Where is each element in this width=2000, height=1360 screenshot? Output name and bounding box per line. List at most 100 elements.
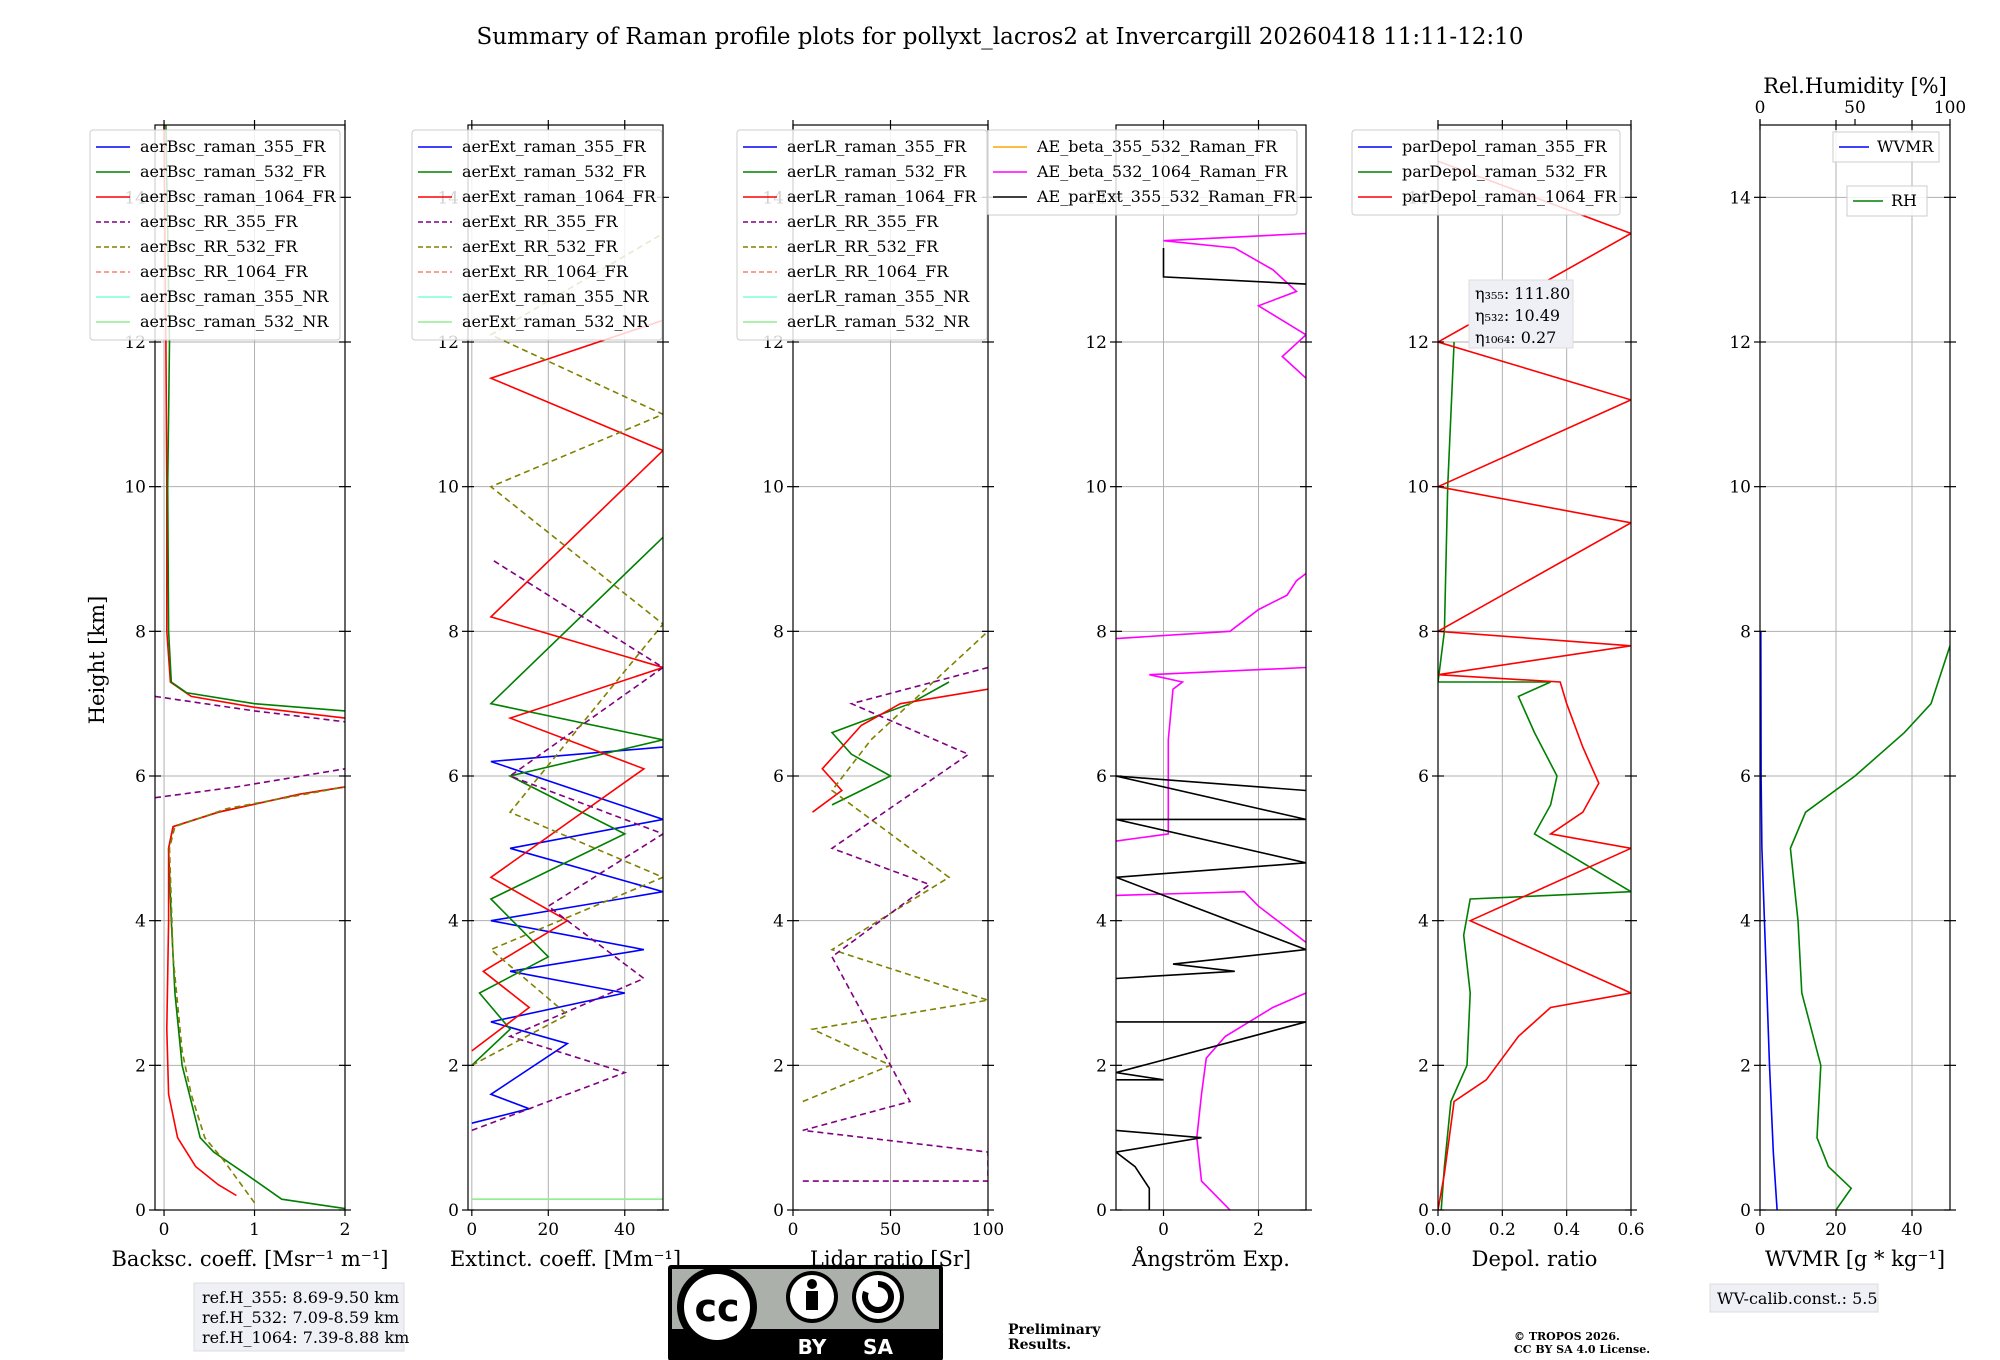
series-parDepol_raman_1064_FR [1438,160,1631,1210]
y-tick-label: 8 [448,622,459,642]
y-tick-label: 0 [135,1201,146,1221]
legend-label: aerBsc_raman_355_FR [140,137,326,156]
eta-value: η₁₀₆₄: 0.27 [1475,328,1556,347]
sa-label: SA [863,1335,893,1359]
series-group [155,125,345,1210]
y-tick-label: 4 [773,912,784,932]
x-tick-label: 0 [788,1220,799,1240]
series-aerLR_raman_532_FR [830,681,950,806]
series-aerLR_RR_355_FR [802,666,988,1182]
panel-lr: 02468101214050100Lidar ratio [Sr]aerLR_r… [736,120,1004,1271]
y-tick-label: 0 [1096,1201,1107,1221]
eta-value: η₃₅₅: 111.80 [1475,284,1570,303]
series-aerBsc_RR_355_FR [155,768,345,799]
copyright-line-1: © TROPOS 2026. [1514,1330,1620,1343]
axes-frame [1759,124,1951,1211]
y-tick-label: 6 [1096,767,1107,787]
y-tick-label: 0 [448,1201,459,1221]
y-tick-label: 12 [1729,333,1751,353]
shared-y-axis-label: Height [km] [85,596,109,725]
series-RH [1789,645,1950,1210]
y-tick-label: 6 [1418,767,1429,787]
eta-value: η₅₃₂: 10.49 [1475,306,1560,325]
legend-label: WVMR [1877,137,1934,156]
y-tick-label: 10 [1085,478,1107,498]
legend-label: AE_parExt_355_532_Raman_FR [1036,187,1297,206]
x-tick-label: 0.0 [1424,1220,1451,1240]
y-tick-label: 6 [135,767,146,787]
attribution-icon [807,1279,817,1289]
x-tick-label: 20 [1825,1220,1847,1240]
legend-label: aerExt_raman_532_NR [462,312,650,331]
y-tick-label: 8 [135,622,146,642]
wv-calib-const: WV-calib.const.: 5.5 [1717,1289,1878,1308]
y-tick-label: 10 [762,478,784,498]
series-AE_beta_532_1064_Raman_FR_b [1116,890,1306,944]
top-x-tick-label: 50 [1844,98,1866,118]
y-tick-label: 2 [1418,1056,1429,1076]
x-tick-label: 40 [1901,1220,1923,1240]
y-tick-label: 10 [437,478,459,498]
legend-label: aerBsc_raman_532_NR [140,312,329,331]
x-tick-label: 0 [159,1220,170,1240]
series-aerExt_raman_1064_FR [471,319,663,1052]
axes-frame [467,124,664,1211]
y-tick-label: 8 [1096,622,1107,642]
y-tick-label: 12 [1407,333,1429,353]
wv-calib-box: WV-calib.const.: 5.5 [1709,1283,1879,1313]
share-alike-icon [862,1281,894,1313]
legend-label: aerLR_RR_532_FR [787,237,939,256]
series-AE_beta_532_1064_Raman_FR_e [1163,232,1306,379]
x-tick-label: 20 [537,1220,559,1240]
legend-label: aerLR_RR_1064_FR [787,262,949,281]
preliminary-line-2: Results. [1008,1337,1071,1353]
y-tick-label: 2 [1096,1056,1107,1076]
legend-label: AE_beta_532_1064_Raman_FR [1036,162,1288,181]
legend-label: aerLR_raman_532_FR [787,162,967,181]
top-x-tick-label: 100 [1934,98,1966,118]
x-tick-label: 0 [466,1220,477,1240]
y-tick-label: 2 [135,1056,146,1076]
series-aerBsc_raman_1064_FR [165,786,345,1197]
series-group [1116,232,1306,1210]
x-tick-label: 40 [614,1220,636,1240]
legend-label: aerExt_RR_1064_FR [462,262,629,281]
legend-label: aerExt_raman_355_NR [462,287,650,306]
series-aerLR_raman_1064_FR [812,688,988,813]
ref-height-1064: ref.H_1064: 7.39-8.88 km [202,1328,409,1347]
series-aerBsc_RR_532_FR [168,786,345,1204]
y-tick-label: 12 [1085,333,1107,353]
x-tick-label: 0.4 [1553,1220,1580,1240]
legend-label: aerExt_raman_1064_FR [462,187,657,206]
legend-label: parDepol_raman_1064_FR [1402,187,1618,206]
legend-label: aerLR_raman_355_FR [787,137,967,156]
y-tick-label: 6 [773,767,784,787]
legend-label: aerExt_raman_355_FR [462,137,647,156]
y-tick-label: 10 [1729,478,1751,498]
axes-frame [154,124,346,1211]
y-tick-label: 10 [124,478,146,498]
legend-box [986,129,1298,216]
series-aerExt_raman_355_FR [471,746,663,1124]
x-tick-label: 2 [1253,1220,1264,1240]
x-tick-label: 0.6 [1617,1220,1644,1240]
x-tick-label: 100 [972,1220,1004,1240]
legend-label: AE_beta_355_532_Raman_FR [1036,137,1278,156]
x-tick-label: 0 [1158,1220,1169,1240]
series-group [802,630,988,1182]
series-upper_1064 [163,125,345,719]
x-axis-label: Depol. ratio [1472,1247,1598,1271]
legend-label: aerBsc_raman_532_FR [140,162,326,181]
ref-height-355: ref.H_355: 8.69-9.50 km [202,1288,399,1307]
axes-frame [1115,124,1307,1211]
cc-mark: cc [694,1286,739,1330]
y-tick-label: 4 [1418,912,1429,932]
x-tick-label: 1 [249,1220,260,1240]
legend-label: aerExt_raman_532_FR [462,162,647,181]
legend-label: aerExt_RR_355_FR [462,212,619,231]
legend-label: aerBsc_RR_532_FR [140,237,298,256]
legend-label: parDepol_raman_355_FR [1402,137,1608,156]
y-tick-label: 6 [448,767,459,787]
